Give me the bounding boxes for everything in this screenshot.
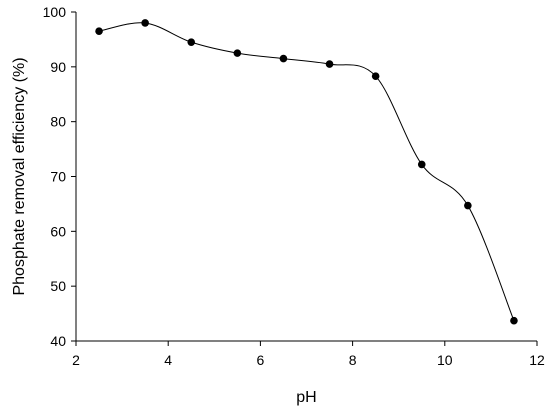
y-tick-label: 50 — [50, 278, 66, 294]
data-point — [417, 160, 426, 169]
x-tick-label: 12 — [529, 352, 545, 368]
data-point — [464, 201, 472, 210]
x-axis-label: pH — [296, 389, 316, 406]
data-point — [510, 316, 518, 325]
data-point — [233, 49, 242, 57]
data-point — [187, 38, 196, 46]
data-point — [279, 54, 288, 63]
data-point — [371, 72, 380, 80]
x-tick-label: 10 — [437, 352, 453, 368]
series — [95, 19, 518, 325]
y-axis: 40 50 60 70 80 90 100 — [43, 4, 77, 349]
x-tick-label: 2 — [72, 352, 80, 368]
y-tick-label: 90 — [50, 59, 66, 75]
y-tick-label: 40 — [50, 333, 66, 349]
data-point — [325, 60, 334, 68]
x-tick-label: 4 — [164, 352, 172, 368]
x-tick-label: 6 — [257, 352, 265, 368]
y-tick-label: 100 — [43, 4, 67, 20]
data-point — [95, 27, 103, 35]
y-tick-label: 80 — [50, 114, 66, 130]
x-tick-label: 8 — [349, 352, 357, 368]
y-tick-label: 70 — [50, 169, 66, 185]
series-line — [98, 22, 515, 321]
data-point — [141, 19, 149, 27]
y-axis-label: Phosphate removal efficiency (%) — [11, 57, 28, 295]
x-axis: 2 4 6 8 10 12 — [72, 340, 545, 368]
y-tick-label: 60 — [50, 223, 66, 239]
